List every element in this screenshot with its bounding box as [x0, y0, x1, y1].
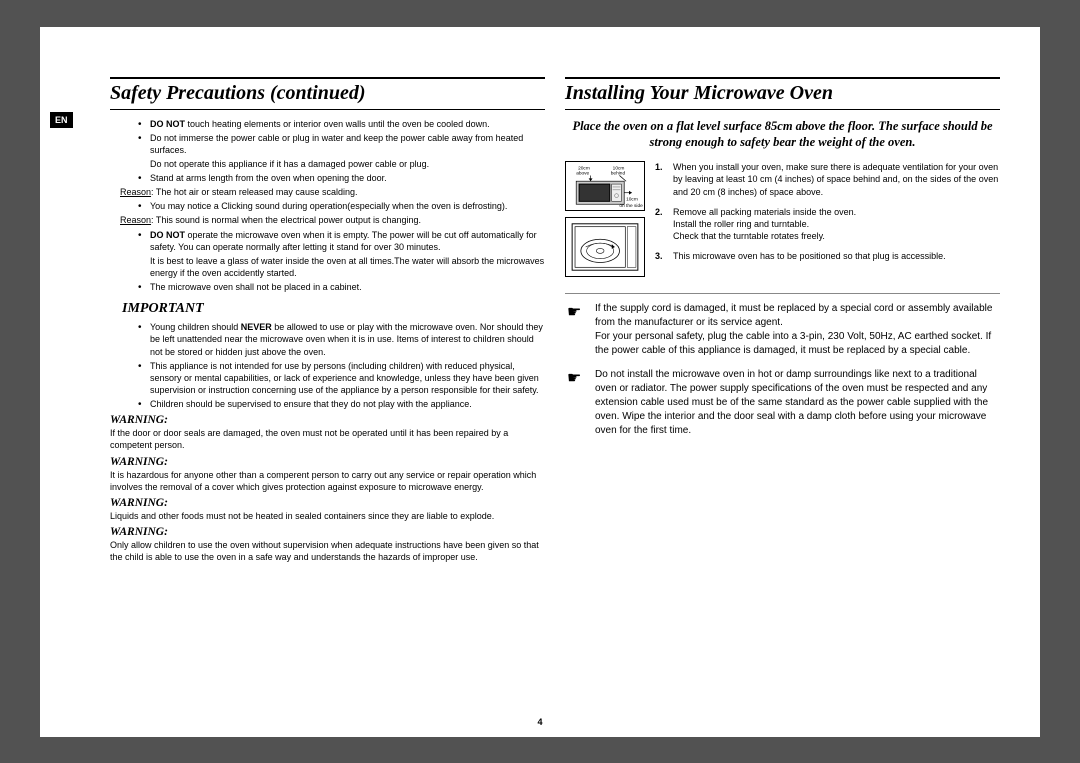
svg-text:behind: behind [611, 171, 626, 177]
install-row: 20cm above 10cm behind [565, 161, 1000, 283]
sub-note: It is best to leave a glass of water ins… [150, 255, 545, 279]
bullet: Young children should NEVER be allowed t… [138, 321, 545, 357]
warning-text: Only allow children to use the oven with… [110, 539, 545, 563]
safety-bullets: DO NOT operate the microwave oven when i… [138, 229, 545, 253]
warning-heading: WARNING: [110, 497, 545, 509]
bullet: Do not immerse the power cable or plug i… [138, 132, 545, 156]
safety-bullets: You may notice a Clicking sound during o… [138, 200, 545, 212]
microwave-clearance-icon: 20cm above 10cm behind [566, 162, 644, 210]
install-steps: When you install your oven, make sure th… [655, 161, 1000, 283]
step: This microwave oven has to be positioned… [655, 250, 1000, 262]
warning-text: If the door or door seals are damaged, t… [110, 427, 545, 451]
svg-text:above: above [576, 171, 589, 177]
language-badge: EN [50, 112, 73, 128]
left-section-title: Safety Precautions (continued) [110, 77, 545, 110]
reason-line: Reason: This sound is normal when the el… [120, 214, 545, 226]
bullet: Children should be supervised to ensure … [138, 398, 545, 410]
turntable-diagram [565, 217, 645, 277]
clearance-diagram: 20cm above 10cm behind [565, 161, 645, 211]
document-page: EN Safety Precautions (continued) DO NOT… [40, 27, 1040, 737]
pointer-item: ☛ If the supply cord is damaged, it must… [565, 302, 1000, 358]
right-section-title: Installing Your Microwave Oven [565, 77, 1000, 110]
install-intro: Place the oven on a flat level surface 8… [565, 118, 1000, 152]
svg-text:on the side: on the side [619, 203, 643, 209]
warning-heading: WARNING: [110, 414, 545, 426]
warning-text: Liquids and other foods must not be heat… [110, 510, 545, 522]
bullet: The microwave oven shall not be placed i… [138, 281, 545, 293]
bullet: You may notice a Clicking sound during o… [138, 200, 545, 212]
warning-heading: WARNING: [110, 456, 545, 468]
important-heading: IMPORTANT [122, 301, 545, 317]
important-bullets: Young children should NEVER be allowed t… [138, 321, 545, 410]
diagram-column: 20cm above 10cm behind [565, 161, 645, 283]
left-column: EN Safety Precautions (continued) DO NOT… [80, 77, 545, 707]
bullet: This appliance is not intended for use b… [138, 360, 545, 396]
bullet: DO NOT operate the microwave oven when i… [138, 229, 545, 253]
pointing-hand-icon: ☛ [567, 368, 581, 390]
pointer-item: ☛ Do not install the microwave oven in h… [565, 368, 1000, 438]
bullet: DO NOT touch heating elements or interio… [138, 118, 545, 130]
page-number: 4 [537, 717, 542, 727]
safety-bullets-top: DO NOT touch heating elements or interio… [138, 118, 545, 156]
sub-note: Do not operate this appliance if it has … [150, 158, 545, 170]
pointer-notes: ☛ If the supply cord is damaged, it must… [565, 302, 1000, 438]
bullet: Stand at arms length from the oven when … [138, 172, 545, 184]
warning-text: It is hazardous for anyone other than a … [110, 469, 545, 493]
step: When you install your oven, make sure th… [655, 161, 1000, 197]
step: Remove all packing materials inside the … [655, 206, 1000, 242]
turntable-icon [566, 218, 644, 276]
divider [565, 293, 1000, 294]
right-column: Installing Your Microwave Oven Place the… [565, 77, 1000, 707]
pointing-hand-icon: ☛ [567, 302, 581, 324]
warning-heading: WARNING: [110, 526, 545, 538]
safety-bullets: Stand at arms length from the oven when … [138, 172, 545, 184]
safety-bullets: The microwave oven shall not be placed i… [138, 281, 545, 293]
reason-line: Reason: The hot air or steam released ma… [120, 186, 545, 198]
svg-text:10cm: 10cm [626, 197, 638, 203]
